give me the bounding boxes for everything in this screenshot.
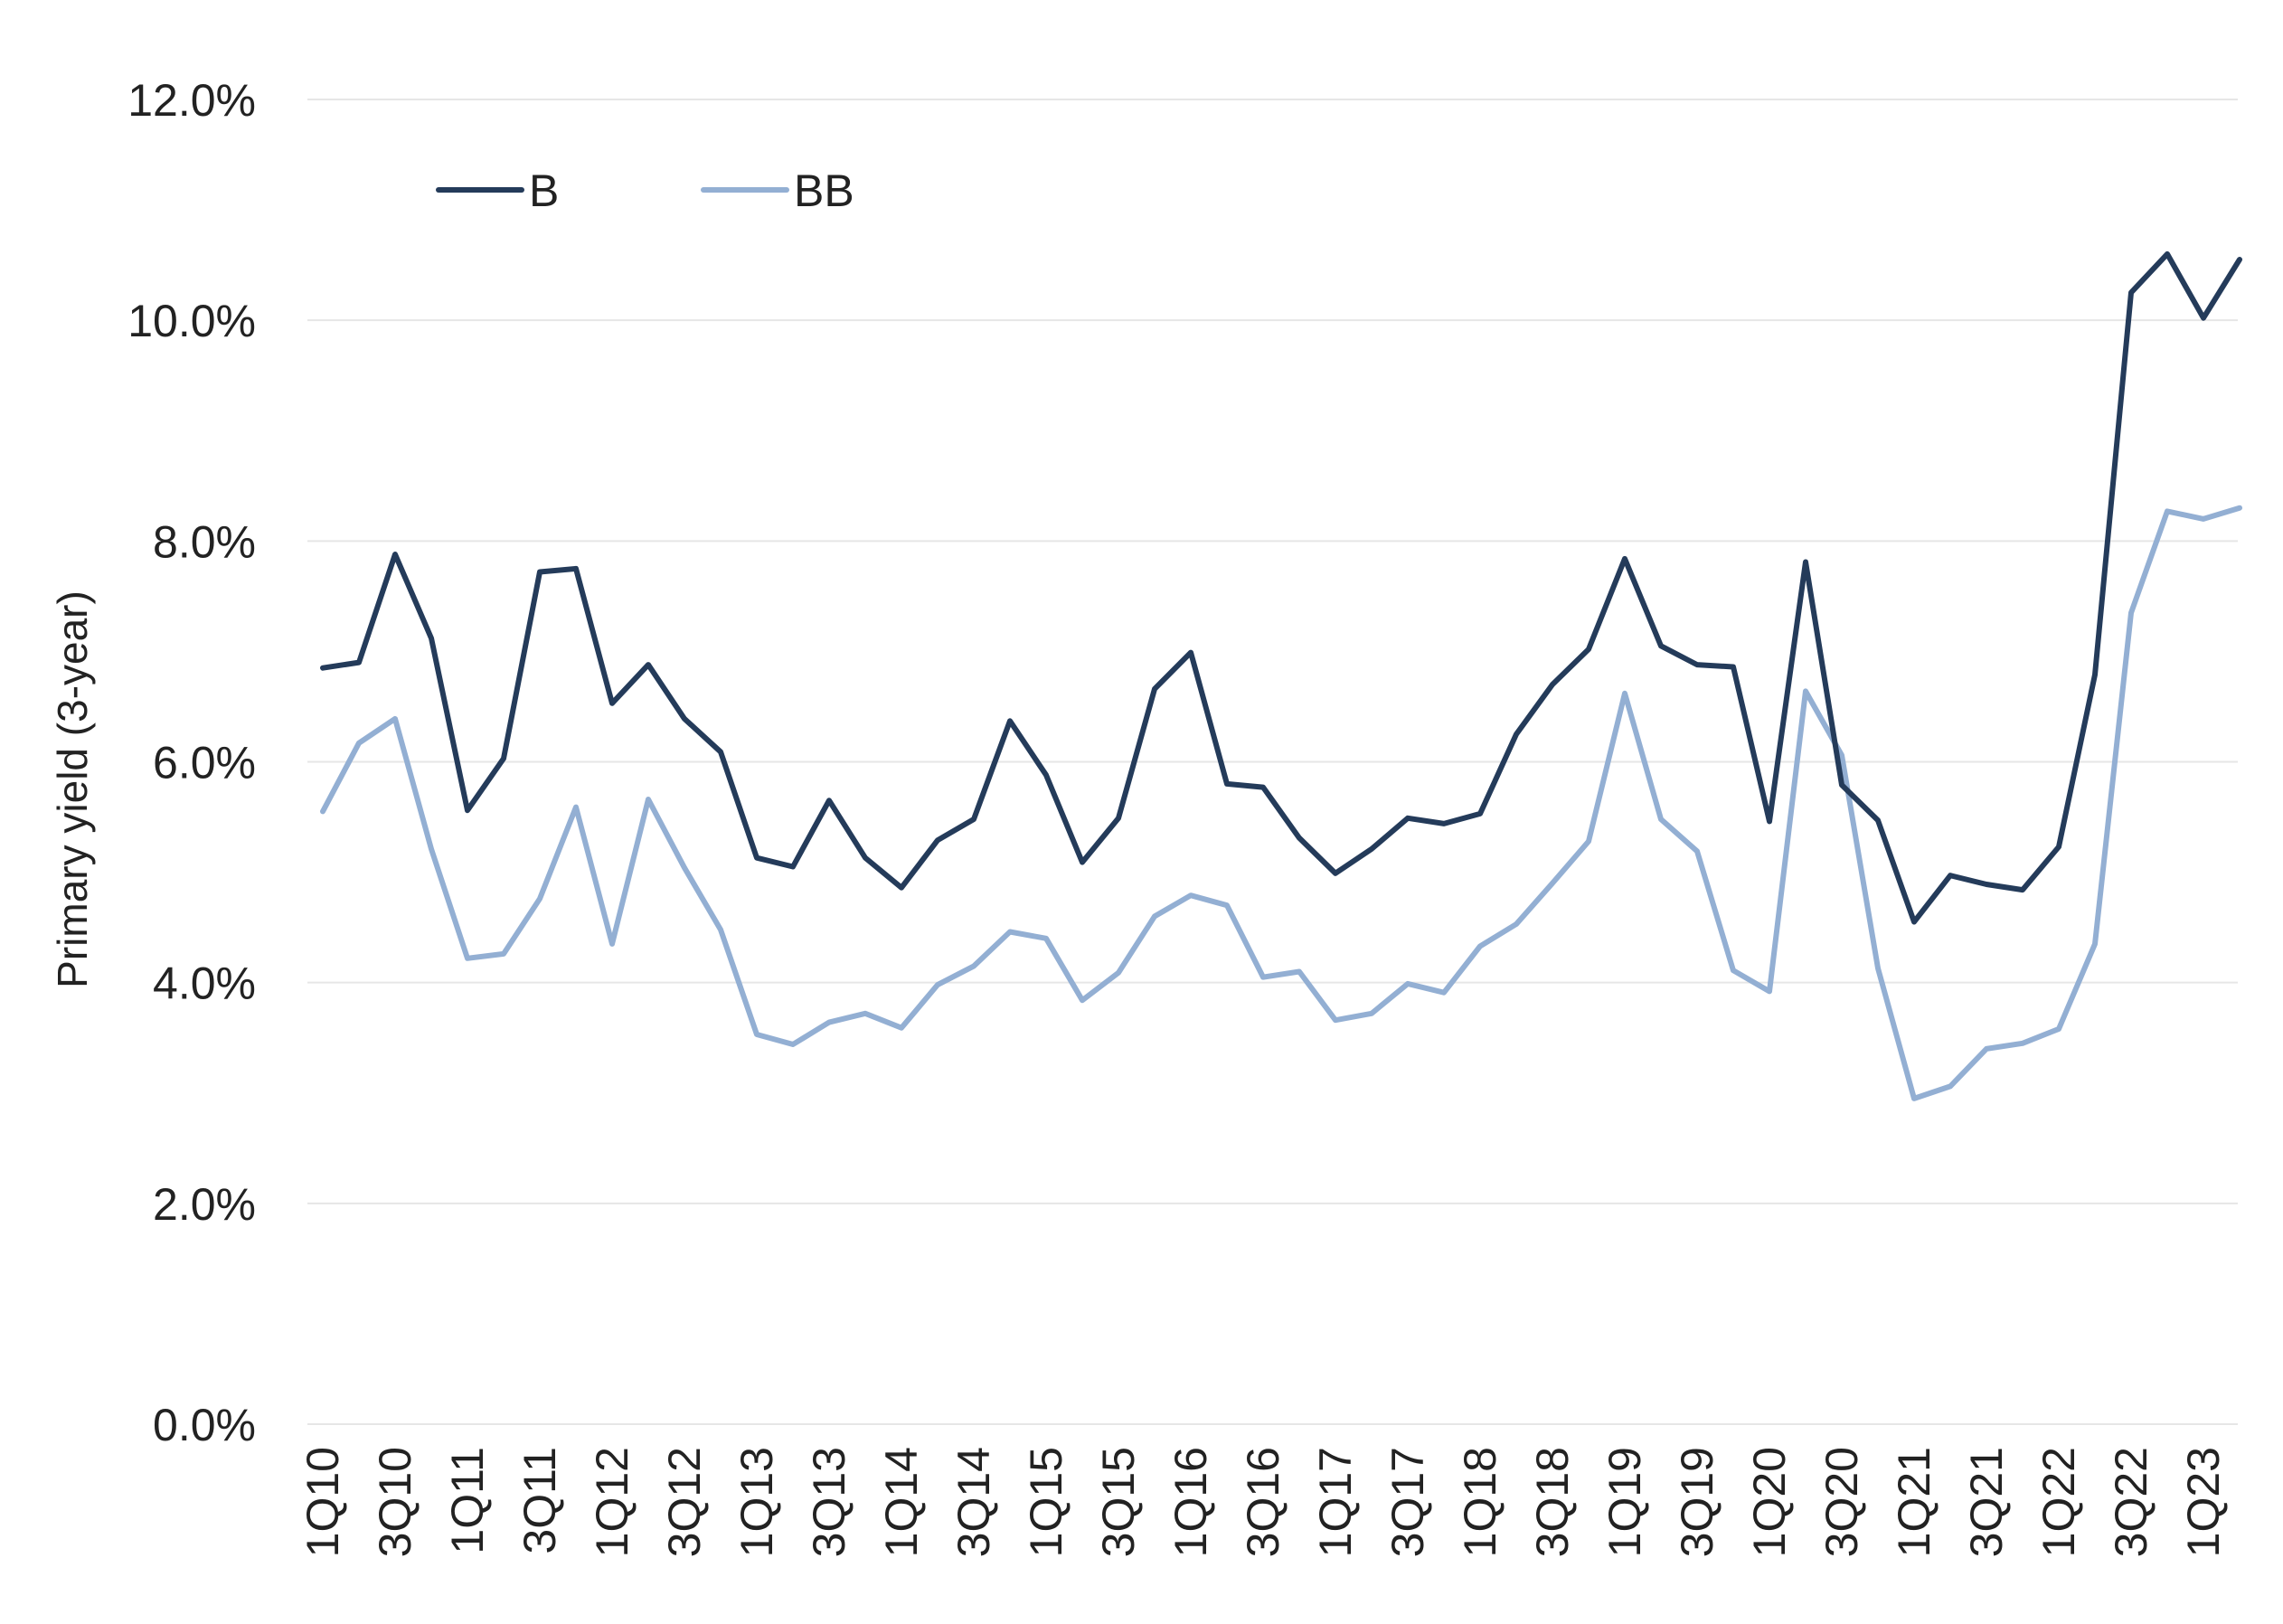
x-tick-label: 3Q16 bbox=[1238, 1447, 1288, 1557]
x-tick-label: 3Q20 bbox=[1816, 1447, 1867, 1557]
x-tick-label: 1Q18 bbox=[1455, 1447, 1505, 1557]
legend: B BB bbox=[436, 165, 854, 216]
x-axis-ticks: 1Q10 3Q10 1Q11 3Q11 1Q12 3Q12 1Q13 3Q13 1Q14 3Q14… bbox=[297, 1447, 2229, 1557]
x-tick-label: 3Q22 bbox=[2106, 1447, 2156, 1557]
x-tick-label: 3Q21 bbox=[1961, 1447, 2012, 1557]
y-tick-label: 12.0% bbox=[127, 75, 256, 126]
x-tick-label: 1Q12 bbox=[587, 1447, 637, 1557]
y-tick-label: 8.0% bbox=[153, 516, 256, 567]
legend-label-bb: BB bbox=[794, 165, 854, 216]
x-tick-label: 3Q19 bbox=[1672, 1447, 1722, 1557]
x-tick-label: 3Q11 bbox=[514, 1447, 565, 1554]
x-tick-label: 3Q12 bbox=[659, 1447, 710, 1557]
y-axis-ticks: 0.0% 2.0% 4.0% 6.0% 8.0% 10.0% 12.0% bbox=[127, 75, 256, 1450]
x-tick-label: 1Q14 bbox=[876, 1447, 927, 1557]
x-tick-label: 1Q15 bbox=[1021, 1447, 1071, 1557]
x-tick-label: 1Q21 bbox=[1889, 1447, 1939, 1557]
x-tick-label: 1Q11 bbox=[442, 1447, 493, 1554]
x-tick-label: 1Q17 bbox=[1310, 1447, 1361, 1557]
x-tick-label: 3Q17 bbox=[1382, 1447, 1433, 1557]
y-tick-label: 2.0% bbox=[153, 1179, 256, 1230]
y-tick-label: 0.0% bbox=[153, 1400, 256, 1450]
x-tick-label: 3Q13 bbox=[804, 1447, 854, 1557]
series-line-b bbox=[320, 250, 2242, 925]
x-tick-label: 3Q15 bbox=[1093, 1447, 1144, 1557]
y-axis-title: Primary yield (3-year) bbox=[49, 590, 96, 988]
y-tick-label: 10.0% bbox=[127, 296, 256, 346]
series-layer bbox=[320, 250, 2242, 1101]
x-tick-label: 1Q16 bbox=[1165, 1447, 1216, 1557]
y-tick-label: 4.0% bbox=[153, 958, 256, 1009]
x-tick-label: 3Q10 bbox=[370, 1447, 420, 1557]
x-tick-label: 1Q10 bbox=[297, 1447, 348, 1557]
legend-label-b: B bbox=[529, 165, 559, 216]
grid-layer bbox=[307, 99, 2238, 1425]
x-tick-label: 3Q14 bbox=[948, 1447, 999, 1557]
x-tick-label: 1Q22 bbox=[2033, 1447, 2084, 1557]
x-tick-label: 1Q19 bbox=[1599, 1447, 1650, 1557]
x-tick-label: 1Q20 bbox=[1744, 1447, 1795, 1557]
x-tick-label: 1Q13 bbox=[731, 1447, 782, 1557]
y-tick-label: 6.0% bbox=[153, 738, 256, 788]
x-tick-label: 3Q18 bbox=[1527, 1447, 1578, 1557]
series-line-bb bbox=[320, 505, 2242, 1101]
x-tick-label: 1Q23 bbox=[2178, 1447, 2229, 1557]
